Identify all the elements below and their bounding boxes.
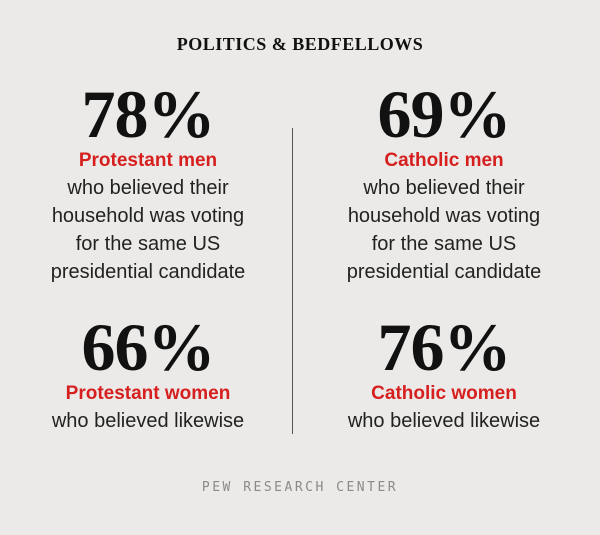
description-line: who believed likewise xyxy=(347,410,541,432)
description-line: for the same US xyxy=(371,233,517,255)
stat-catholic-women: 76% Catholic women who believed likewise xyxy=(326,313,562,435)
description-line: presidential candidate xyxy=(50,261,246,283)
description-line: household was voting xyxy=(51,205,245,227)
stat-label: Protestant women xyxy=(65,383,231,404)
description-line: for the same US xyxy=(75,233,221,255)
stat-description: who believed likewise xyxy=(326,407,562,435)
stat-value: 66% xyxy=(81,309,216,385)
stat-catholic-men: 69% Catholic men who believed their hous… xyxy=(326,80,562,286)
source-credit: PEW RESEARCH CENTER xyxy=(201,480,399,495)
stat-description: who believed their household was voting … xyxy=(326,174,562,286)
stat-label: Protestant men xyxy=(78,150,218,171)
stat-label: Catholic women xyxy=(371,383,517,404)
description-line: household was voting xyxy=(347,205,541,227)
stat-value: 76% xyxy=(377,309,512,385)
stat-protestant-women: 66% Protestant women who believed likewi… xyxy=(30,313,266,435)
stat-description: who believed likewise xyxy=(30,407,266,435)
stat-value: 78% xyxy=(81,76,216,152)
stat-label: Catholic men xyxy=(384,150,504,171)
stat-description: who believed their household was voting … xyxy=(30,174,266,286)
description-line: who believed their xyxy=(363,177,525,199)
stat-protestant-men: 78% Protestant men who believed their ho… xyxy=(30,80,266,286)
stat-value: 69% xyxy=(377,76,512,152)
description-line: who believed their xyxy=(67,177,229,199)
description-line: who believed likewise xyxy=(51,410,245,432)
infographic-title: POLITICS & BEDFELLOWS xyxy=(176,34,424,54)
description-line: presidential candidate xyxy=(346,261,542,283)
column-divider xyxy=(292,128,293,434)
